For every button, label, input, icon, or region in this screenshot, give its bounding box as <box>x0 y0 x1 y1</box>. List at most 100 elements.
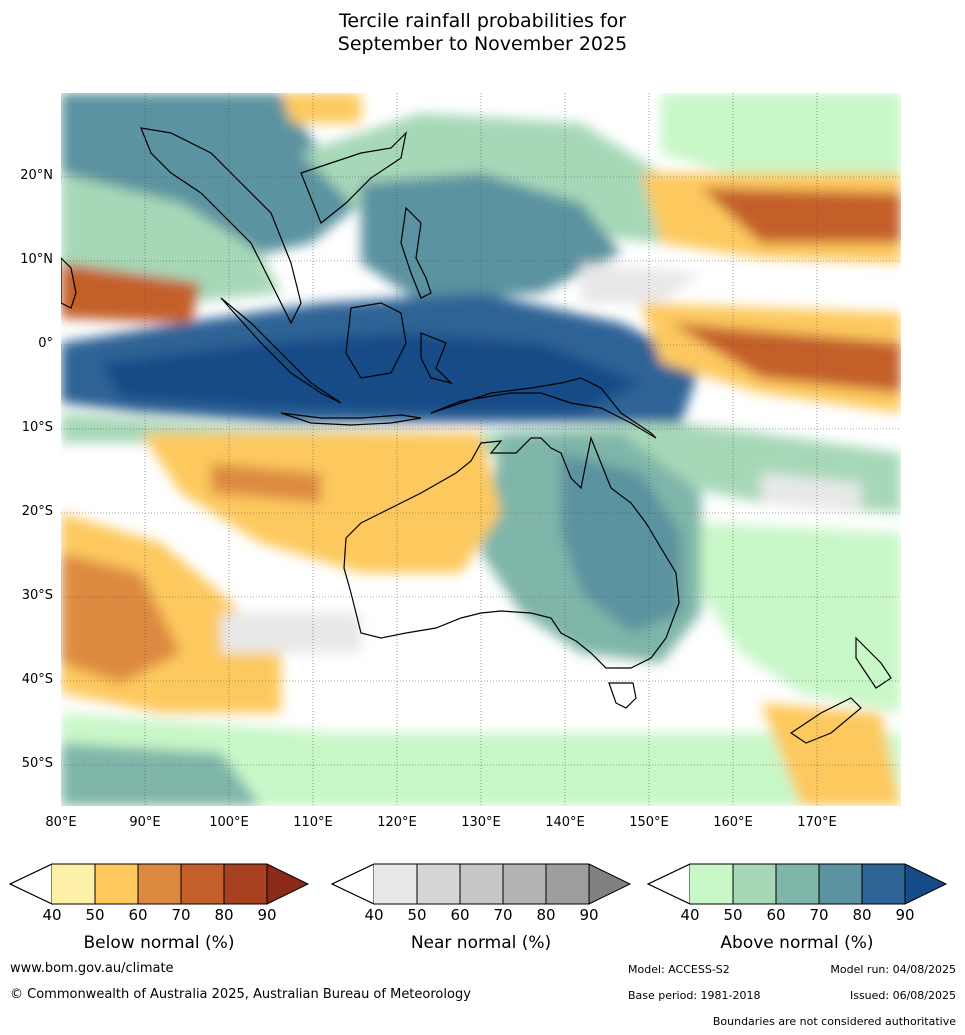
legend-above-swatch-1 <box>690 864 733 904</box>
field-above-east-aus-strong <box>561 453 681 633</box>
legend-near-tick-70: 70 <box>493 906 513 924</box>
model-run-text: Model run: 04/08/2025 <box>830 963 956 976</box>
legend-above-tick-50: 50 <box>723 906 743 924</box>
tasmania-outline <box>608 682 637 709</box>
lon-label-130e: 130°E <box>461 815 501 830</box>
legend-below-extend-low <box>8 863 53 905</box>
legend-near-normal <box>330 863 632 905</box>
legend-below-outline <box>8 863 310 905</box>
lon-label-120e: 120°E <box>377 815 417 830</box>
borneo-outline <box>345 302 407 379</box>
lat-label-20s: 20°S <box>21 504 53 519</box>
legend-near-swatch-2 <box>417 864 460 904</box>
legend-near-tick-50: 50 <box>407 906 427 924</box>
legend-above-outline <box>646 863 948 905</box>
legend-near-tick-60: 60 <box>450 906 470 924</box>
base-period-text: Base period: 1981-2018 <box>628 989 761 1002</box>
boundaries-disclaimer: Boundaries are not considered authoritat… <box>712 1015 956 1028</box>
legend-above-tick-90: 90 <box>895 906 915 924</box>
issued-text: Issued: 06/08/2025 <box>849 989 956 1002</box>
lon-label-80e: 80°E <box>45 815 77 830</box>
field-below-pacific <box>671 323 901 393</box>
field-near-3 <box>761 473 861 513</box>
legend-above-tick-80: 80 <box>852 906 872 924</box>
title-line-1: Tercile rainfall probabilities for <box>338 10 627 32</box>
legend-near-extend-high <box>589 864 630 904</box>
se-asia-outline <box>140 127 302 325</box>
field-below-sw-io-strong <box>61 553 181 683</box>
legend-near-swatch-5 <box>546 864 589 904</box>
nz-south-island-outline <box>789 697 862 744</box>
field-above-eq-strong <box>101 333 641 413</box>
legend-above-extend-low <box>646 863 691 905</box>
legend-near-swatch-1 <box>374 864 417 904</box>
field-above-tasman <box>701 523 901 713</box>
lat-label-30s: 30°S <box>21 588 53 603</box>
graticule <box>61 93 901 806</box>
legend-below-extend-high <box>267 864 308 904</box>
lat-label-50s: 50°S <box>21 756 53 771</box>
legend-below-normal <box>8 863 310 905</box>
legend-near-tick-40: 40 <box>364 906 384 924</box>
java-outline <box>280 412 422 426</box>
legend-near-tick-90: 90 <box>579 906 599 924</box>
legend-below-tick-60: 60 <box>128 906 148 924</box>
lat-label-20n: 20°N <box>20 168 53 183</box>
lon-label-160e: 160°E <box>713 815 753 830</box>
nz-north-island-outline <box>855 636 892 689</box>
legend-above-swatch-2 <box>733 864 776 904</box>
legend-above-tick-40: 40 <box>680 906 700 924</box>
sri-lanka-outline <box>61 257 77 309</box>
legend-above-swatch-5 <box>862 864 905 904</box>
field-below-io-south <box>211 463 321 503</box>
legend-near-outline <box>330 863 632 905</box>
probability-map <box>61 93 901 806</box>
legend-below-tick-70: 70 <box>171 906 191 924</box>
china-coast-outline <box>300 131 407 224</box>
legend-near-swatch-3 <box>460 864 503 904</box>
lat-label-10s: 10°S <box>21 420 53 435</box>
australia-outline <box>343 435 680 669</box>
legend-below-tick-50: 50 <box>85 906 105 924</box>
legend-below-title: Below normal (%) <box>83 933 235 953</box>
new-guinea-outline <box>430 377 657 439</box>
lon-label-170e: 170°E <box>797 815 837 830</box>
field-below-io <box>61 263 201 323</box>
legend-near-tick-80: 80 <box>536 906 556 924</box>
lon-label-140e: 140°E <box>545 815 585 830</box>
sumatra-outline <box>220 297 342 404</box>
legend-above-swatch-4 <box>819 864 862 904</box>
lon-label-150e: 150°E <box>629 815 669 830</box>
lat-label-0: 0° <box>38 336 53 351</box>
copyright-text: © Commonwealth of Australia 2025, Austra… <box>10 987 471 1002</box>
lat-label-40s: 40°S <box>21 672 53 687</box>
field-near-2 <box>221 613 361 653</box>
legend-below-swatch-3 <box>138 864 181 904</box>
field-above-sw <box>61 743 261 806</box>
map-title: Tercile rainfall probabilities for Septe… <box>0 10 965 56</box>
field-below-nz <box>761 703 901 806</box>
legend-below-swatch-2 <box>95 864 138 904</box>
lon-label-110e: 110°E <box>293 815 333 830</box>
legend-above-tick-70: 70 <box>809 906 829 924</box>
sulawesi-outline <box>420 332 453 385</box>
legend-below-swatch-5 <box>224 864 267 904</box>
legend-above-title: Above normal (%) <box>720 933 874 953</box>
legend-above-normal <box>646 863 948 905</box>
map-canvas <box>61 93 901 806</box>
legend-below-tick-40: 40 <box>42 906 62 924</box>
legend-below-tick-90: 90 <box>257 906 277 924</box>
field-below-ne <box>701 188 901 243</box>
title-line-2: September to November 2025 <box>337 33 628 55</box>
legend-above-swatch-3 <box>776 864 819 904</box>
field-below-n <box>281 93 361 123</box>
legend-near-extend-low <box>330 863 375 905</box>
field-above-nw-light <box>61 173 281 303</box>
lon-label-90e: 90°E <box>129 815 161 830</box>
legend-near-title: Near normal (%) <box>410 933 552 953</box>
website-link[interactable]: www.bom.gov.au/climate <box>10 961 174 976</box>
field-above-ne <box>661 93 901 183</box>
field-above-philippines <box>361 173 621 303</box>
lon-label-100e: 100°E <box>209 815 249 830</box>
legend-below-swatch-1 <box>52 864 95 904</box>
